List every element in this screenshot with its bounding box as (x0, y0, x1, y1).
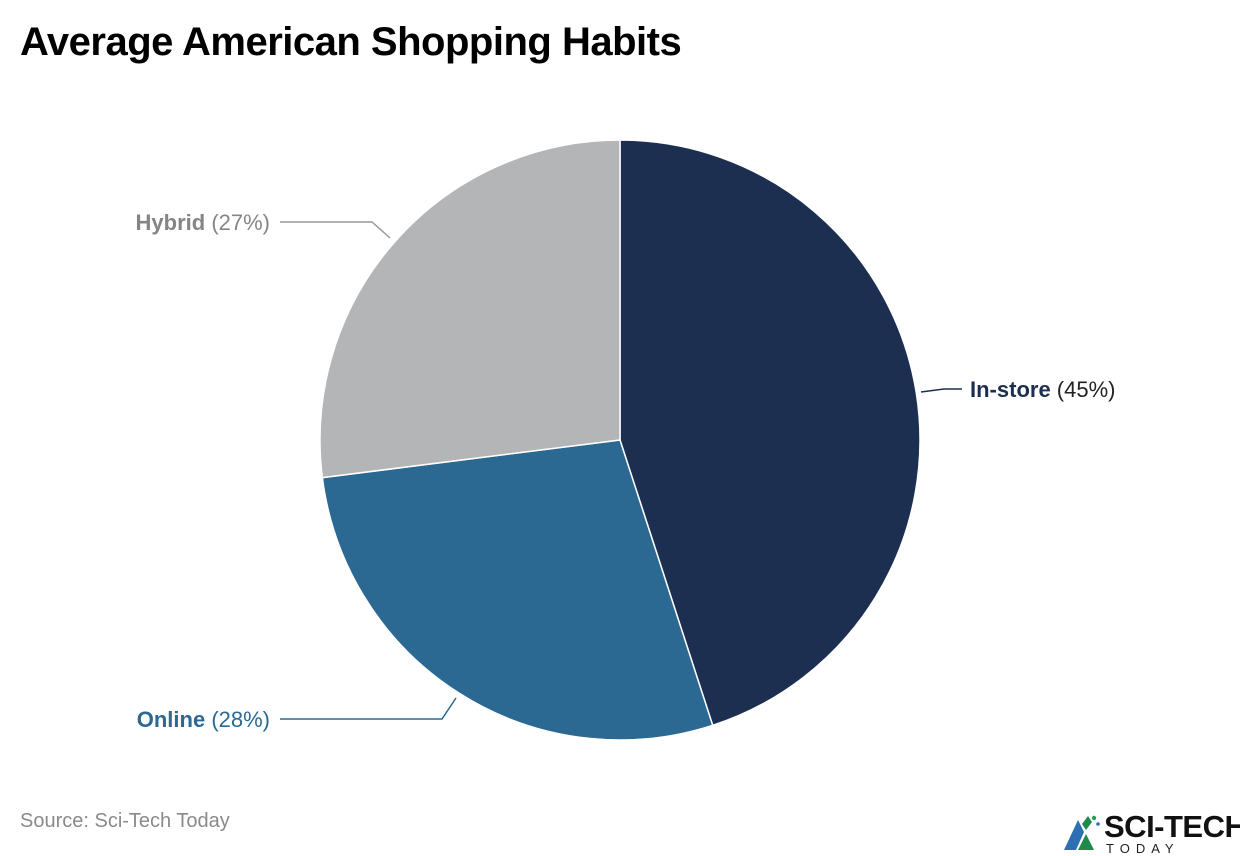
pie-slice-hybrid (319, 139, 621, 479)
slice-label: Hybrid (27%) (136, 210, 270, 235)
source-note: Source: Sci-Tech Today (20, 810, 230, 832)
logo-mark-icon (1064, 815, 1100, 850)
pie-slice-online (321, 439, 714, 741)
pie-slice-in-store (619, 139, 921, 727)
logo-subtext: TODAY (1106, 841, 1180, 856)
logo-text: SCI-TECH (1104, 809, 1240, 844)
slice-label: Online (28%) (137, 707, 270, 732)
leader-line (280, 221, 391, 239)
leader-line (280, 697, 457, 720)
sci-tech-logo: SCI-TECH TODAY (1062, 809, 1240, 856)
chart-title: Average American Shopping Habits (20, 20, 682, 64)
slice-label: In-store (45%) (970, 377, 1115, 402)
leader-line (920, 388, 962, 393)
